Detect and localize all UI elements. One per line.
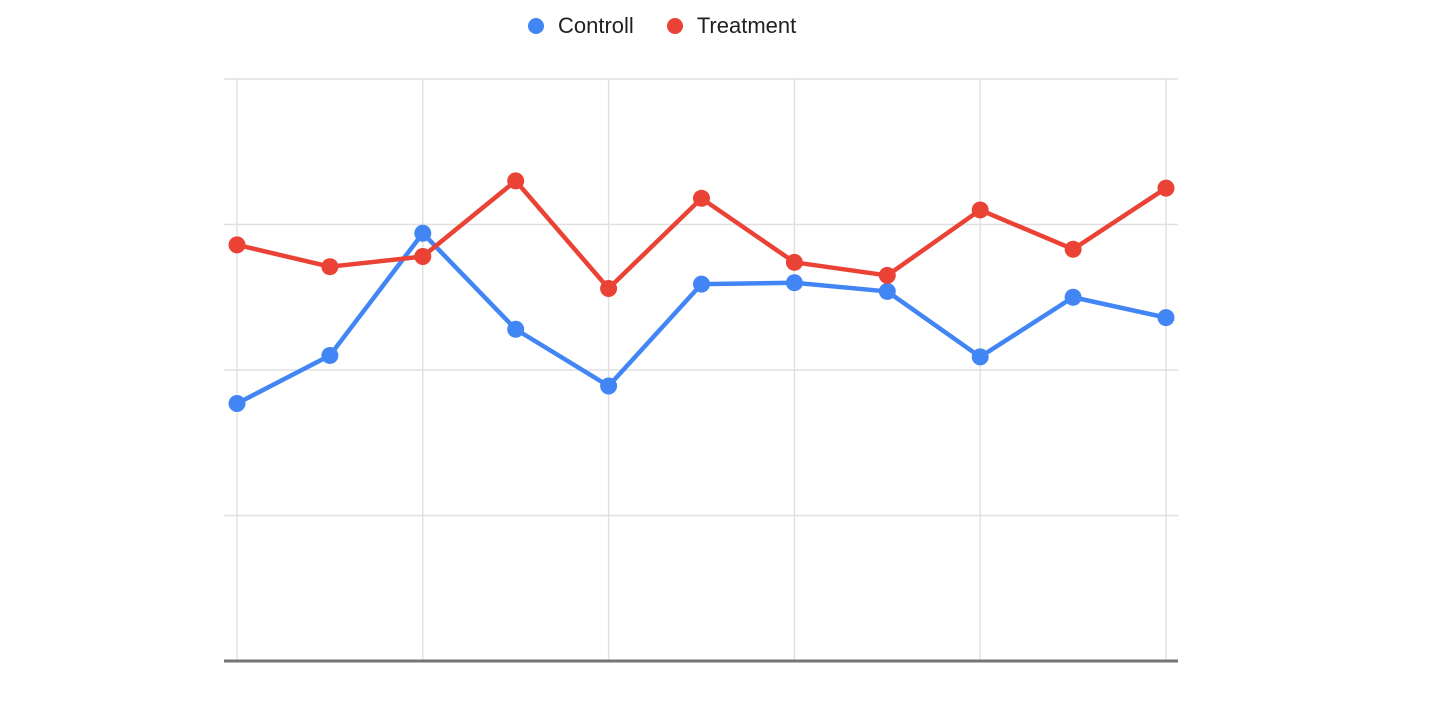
chart-legend: Controll Treatment [528,12,796,40]
legend-dot-controll-icon [528,18,544,34]
legend-label-treatment: Treatment [696,13,797,38]
legend-item-treatment[interactable]: Treatment [666,12,797,40]
legend-dot-treatment-icon [666,18,683,34]
legend-label-controll: Controll [558,13,634,38]
legend-item-controll[interactable]: Controll [528,12,634,40]
